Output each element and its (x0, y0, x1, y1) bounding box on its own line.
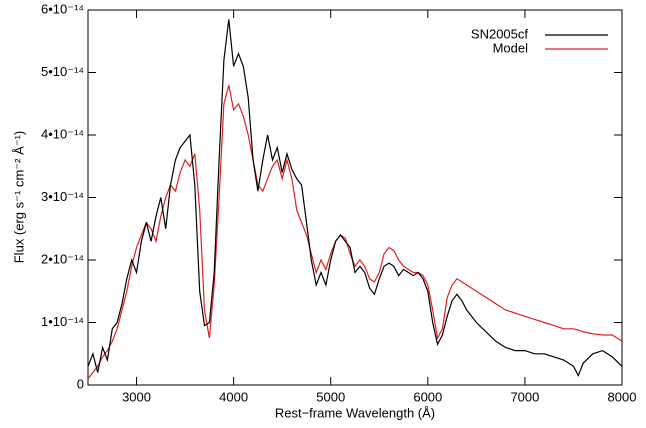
y-tick-label: 0 (77, 376, 84, 391)
spectrum-line (87, 19, 623, 378)
x-tick-label: 4000 (219, 389, 248, 404)
legend-label: SN2005cf (471, 26, 528, 41)
x-tick-label: 7000 (510, 389, 539, 404)
y-tick-label: 5•10⁻¹⁴ (41, 64, 84, 79)
x-axis-title: Rest−frame Wavelength (Å) (275, 405, 435, 420)
x-tick-label: 6000 (413, 389, 442, 404)
y-axis-title: Flux (erg s⁻¹ cm⁻² Å⁻¹) (11, 131, 26, 264)
y-tick-label: 6•10⁻¹⁴ (41, 1, 84, 16)
y-tick-label: 4•10⁻¹⁴ (41, 126, 84, 141)
y-tick-label: 1•10⁻¹⁴ (41, 314, 84, 329)
x-tick-label: 8000 (608, 389, 637, 404)
x-tick-label: 3000 (122, 389, 151, 404)
legend-label: Model (493, 40, 529, 55)
plot-frame (87, 9, 623, 386)
spectrum-line (87, 84, 623, 380)
x-tick-label: 5000 (316, 389, 345, 404)
y-tick-label: 2•10⁻¹⁴ (41, 251, 84, 266)
y-tick-label: 3•10⁻¹⁴ (41, 189, 84, 204)
